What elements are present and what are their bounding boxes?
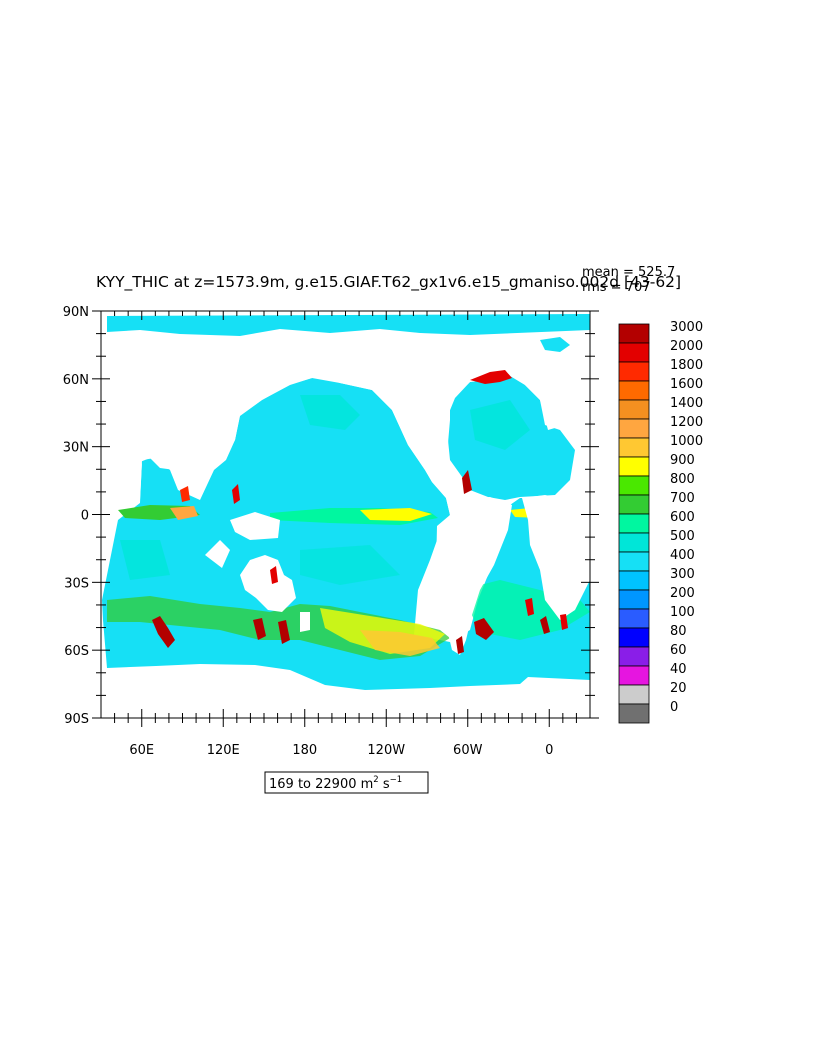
colorbar-label: 0 bbox=[670, 700, 678, 715]
land bbox=[425, 455, 445, 480]
land bbox=[522, 495, 590, 620]
colorbar-box bbox=[618, 608, 650, 629]
hotspot bbox=[456, 636, 464, 654]
hotspot bbox=[253, 618, 266, 640]
colorbar-box bbox=[618, 361, 650, 382]
colorbar-box bbox=[618, 684, 650, 705]
colorbar-label: 800 bbox=[670, 472, 695, 487]
hotspot bbox=[560, 614, 568, 630]
land bbox=[103, 334, 330, 495]
x-tick-label: 120E bbox=[207, 743, 240, 758]
colorbar-box bbox=[618, 551, 650, 572]
colorbar-label: 700 bbox=[670, 491, 695, 506]
land bbox=[436, 497, 512, 655]
land bbox=[230, 512, 280, 540]
hotspot bbox=[525, 598, 534, 616]
colorbar-label: 600 bbox=[670, 510, 695, 525]
hotspot bbox=[470, 370, 512, 384]
colorbar-box bbox=[618, 418, 650, 439]
land bbox=[318, 330, 490, 515]
hotspot bbox=[474, 618, 494, 640]
patch bbox=[470, 400, 530, 450]
colorbar-label: 400 bbox=[670, 548, 695, 563]
colorbar-box bbox=[618, 570, 650, 591]
colorbar-box bbox=[618, 703, 650, 724]
map-area bbox=[102, 314, 590, 690]
colorbar-label: 100 bbox=[670, 605, 695, 620]
land bbox=[240, 555, 296, 612]
land bbox=[300, 612, 310, 632]
hotspot bbox=[278, 620, 290, 644]
colorbar-label: 1800 bbox=[670, 358, 703, 373]
colorbar-box bbox=[618, 323, 650, 344]
colorbar-label: 60 bbox=[670, 643, 687, 658]
colorbar-box bbox=[618, 665, 650, 686]
land bbox=[500, 340, 590, 440]
x-tick-label: 180 bbox=[292, 743, 317, 758]
colorbar-box bbox=[618, 589, 650, 610]
axis-ticks: 60E 120E 180 120W 60W 0 90N 60N 30N 0 30S 60S 90S bbox=[63, 305, 599, 758]
patch bbox=[300, 545, 400, 585]
equatorial-band bbox=[170, 506, 198, 520]
colorbar: 3000200018001600140012001000900800700600… bbox=[618, 320, 703, 724]
colorbar-label: 1200 bbox=[670, 415, 703, 430]
patch bbox=[300, 395, 360, 430]
y-tick-label: 60S bbox=[64, 644, 89, 659]
y-tick-label: 90S bbox=[64, 712, 89, 727]
colorbar-box bbox=[618, 494, 650, 515]
x-tick-label: 0 bbox=[545, 743, 553, 758]
patch bbox=[120, 540, 170, 580]
colorbar-box bbox=[618, 437, 650, 458]
colorbar-label: 3000 bbox=[670, 320, 703, 335]
y-tick-label: 60N bbox=[63, 373, 89, 388]
chart-title: KYY_THIC at z=1573.9m, g.e15.GIAF.T62_gx… bbox=[96, 273, 681, 292]
hotspot bbox=[540, 616, 550, 634]
land bbox=[205, 540, 230, 568]
colorbar-box bbox=[618, 475, 650, 496]
acc-band bbox=[360, 630, 440, 656]
colorbar-box bbox=[618, 380, 650, 401]
colorbar-label: 200 bbox=[670, 586, 695, 601]
hotspot bbox=[152, 616, 175, 648]
y-tick-label: 90N bbox=[63, 305, 89, 320]
colorbar-label: 300 bbox=[670, 567, 695, 582]
colorbar-label: 20 bbox=[670, 681, 687, 696]
colorbar-box bbox=[618, 646, 650, 667]
colorbar-box bbox=[618, 627, 650, 648]
x-tick-label: 120W bbox=[367, 743, 405, 758]
y-tick-label: 0 bbox=[81, 509, 89, 524]
colorbar-label: 900 bbox=[670, 453, 695, 468]
y-tick-label: 30S bbox=[64, 576, 89, 591]
colorbar-box bbox=[618, 342, 650, 363]
x-tick-label: 60E bbox=[129, 743, 154, 758]
colorbar-label: 2000 bbox=[670, 339, 703, 354]
hotspot bbox=[180, 486, 190, 502]
ocean bbox=[540, 337, 570, 352]
hotspot bbox=[462, 470, 472, 494]
ocean bbox=[107, 314, 590, 336]
hotspot bbox=[270, 566, 278, 584]
colorbar-box bbox=[618, 513, 650, 534]
x-tick-label: 60W bbox=[453, 743, 483, 758]
colorbar-label: 80 bbox=[670, 624, 687, 639]
equatorial-band bbox=[360, 508, 432, 521]
colorbar-box bbox=[618, 399, 650, 420]
colorbar-label: 500 bbox=[670, 529, 695, 544]
colorbar-label: 40 bbox=[670, 662, 687, 677]
range-box: 169 to 22900 m2 s−1 bbox=[264, 771, 429, 794]
colorbar-label: 1000 bbox=[670, 434, 703, 449]
hotspot bbox=[232, 484, 240, 504]
y-tick-label: 30N bbox=[63, 441, 89, 456]
colorbar-label: 1400 bbox=[670, 396, 703, 411]
range-label: 169 to 22900 m2 s−1 bbox=[269, 775, 402, 792]
colorbar-box bbox=[618, 532, 650, 553]
mean-stat: mean = 525.7 bbox=[582, 265, 675, 280]
colorbar-label: 1600 bbox=[670, 377, 703, 392]
colorbar-box bbox=[618, 456, 650, 477]
rms-stat: rms = 707 bbox=[582, 280, 651, 295]
